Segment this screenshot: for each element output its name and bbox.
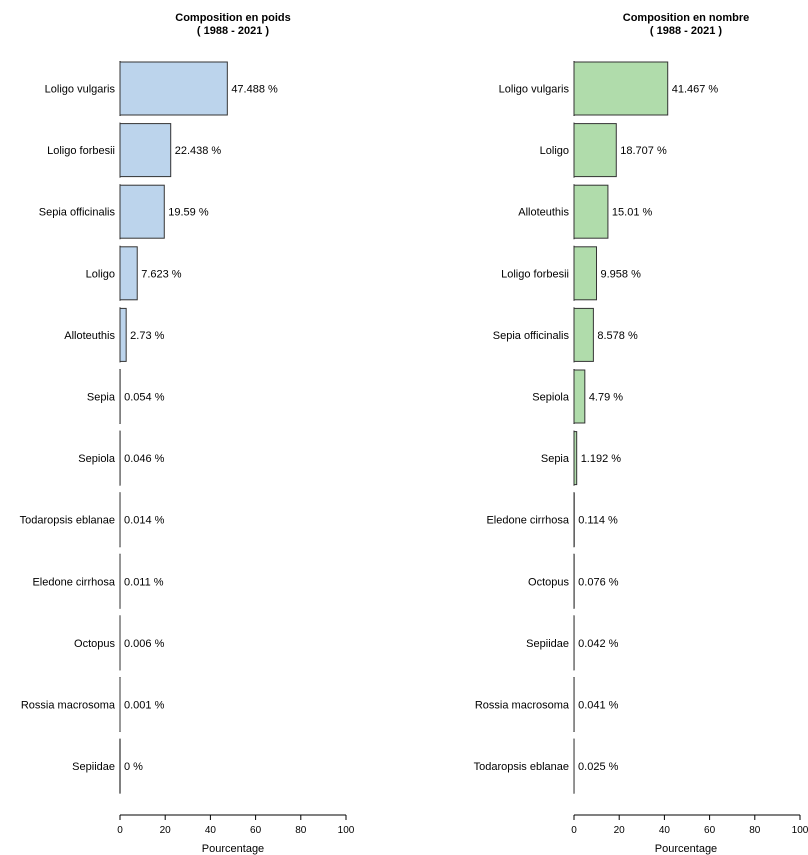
category-label: Sepia xyxy=(87,392,116,404)
category-label: Todaropsis eblanae xyxy=(20,515,115,527)
data-label: 0.011 % xyxy=(124,576,164,588)
category-label: Loligo xyxy=(86,268,115,280)
chart-title: Composition en poids xyxy=(175,12,291,24)
data-label: 0 % xyxy=(124,761,143,773)
x-tick-label: 60 xyxy=(250,825,262,836)
data-label: 1.192 % xyxy=(581,453,622,465)
data-label: 0.006 % xyxy=(124,638,165,650)
chart-subtitle: ( 1988 - 2021 ) xyxy=(650,25,722,37)
category-label: Octopus xyxy=(74,638,115,650)
data-label: 15.01 % xyxy=(612,207,653,219)
bar xyxy=(119,123,172,178)
data-label: 0.046 % xyxy=(124,453,165,465)
category-label: Sepia officinalis xyxy=(493,330,570,342)
data-label: 18.707 % xyxy=(620,145,667,157)
data-label: 0.076 % xyxy=(578,576,619,588)
data-label: 0.054 % xyxy=(124,392,165,404)
data-label: 22.438 % xyxy=(175,145,222,157)
category-label: Loligo forbesii xyxy=(501,268,569,280)
category-label: Octopus xyxy=(528,576,569,588)
category-label: Rossia macrosoma xyxy=(475,700,570,712)
x-tick-label: 0 xyxy=(117,825,123,836)
category-label: Sepiola xyxy=(78,453,116,465)
data-label: 0.041 % xyxy=(578,700,619,712)
data-label: 47.488 % xyxy=(231,84,278,96)
category-label: Alloteuthis xyxy=(518,207,569,219)
data-label: 0.014 % xyxy=(124,515,165,527)
x-tick-label: 20 xyxy=(160,825,172,836)
category-label: Loligo vulgaris xyxy=(499,84,570,96)
bar xyxy=(573,246,598,301)
data-label: 19.59 % xyxy=(168,207,209,219)
category-label: Rossia macrosoma xyxy=(21,700,116,712)
x-tick-label: 40 xyxy=(659,825,671,836)
bar xyxy=(573,431,578,486)
count-composition-chart: Composition en nombre ( 1988 - 2021 ) Po… xyxy=(474,12,808,855)
category-label: Eledone cirrhosa xyxy=(32,576,115,588)
data-label: 8.578 % xyxy=(597,330,638,342)
x-tick-label: 80 xyxy=(295,825,307,836)
data-label: 0.042 % xyxy=(578,638,619,650)
x-axis-label: Pourcentage xyxy=(202,843,264,855)
bar xyxy=(119,61,228,116)
data-label: 0.114 % xyxy=(578,515,618,527)
x-tick-label: 100 xyxy=(338,825,355,836)
bar xyxy=(573,369,586,424)
data-label: 9.958 % xyxy=(601,268,642,280)
category-label: Loligo vulgaris xyxy=(45,84,116,96)
category-label: Sepia officinalis xyxy=(39,207,116,219)
x-tick-label: 100 xyxy=(792,825,808,836)
category-label: Sepiola xyxy=(532,392,570,404)
data-label: 2.73 % xyxy=(130,330,164,342)
x-tick-label: 40 xyxy=(205,825,217,836)
bar xyxy=(573,123,617,178)
chart-title: Composition en nombre xyxy=(623,12,750,24)
bar xyxy=(573,307,594,362)
category-label: Todaropsis eblanae xyxy=(474,761,569,773)
bar xyxy=(573,61,669,116)
x-tick-label: 0 xyxy=(571,825,577,836)
bar xyxy=(119,246,138,301)
data-label: 4.79 % xyxy=(589,392,623,404)
category-label: Sepiidae xyxy=(526,638,569,650)
x-tick-label: 80 xyxy=(749,825,761,836)
category-label: Loligo xyxy=(540,145,569,157)
x-tick-label: 20 xyxy=(614,825,626,836)
category-label: Eledone cirrhosa xyxy=(486,515,569,527)
weight-composition-chart: Composition en poids ( 1988 - 2021 ) Pou… xyxy=(20,12,355,855)
category-label: Alloteuthis xyxy=(64,330,115,342)
x-tick-label: 60 xyxy=(704,825,716,836)
category-label: Sepia xyxy=(541,453,570,465)
bar xyxy=(119,184,165,239)
x-axis-label: Pourcentage xyxy=(655,843,717,855)
data-label: 0.025 % xyxy=(578,761,619,773)
chart-subtitle: ( 1988 - 2021 ) xyxy=(197,25,269,37)
category-label: Loligo forbesii xyxy=(47,145,115,157)
category-label: Sepiidae xyxy=(72,761,115,773)
data-label: 7.623 % xyxy=(141,268,182,280)
data-label: 41.467 % xyxy=(672,84,719,96)
data-label: 0.001 % xyxy=(124,700,165,712)
bar xyxy=(573,184,609,239)
bar xyxy=(119,307,127,362)
